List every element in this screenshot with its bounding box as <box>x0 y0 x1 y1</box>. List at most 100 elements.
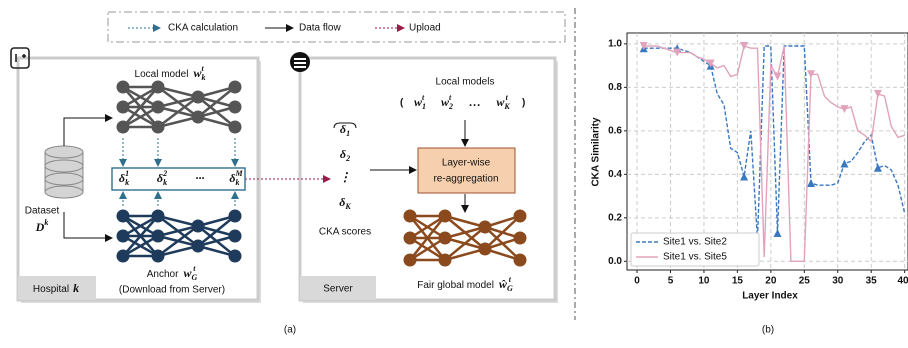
caption: (b) <box>762 325 774 336</box>
net-node <box>152 81 165 94</box>
label-math: k <box>73 281 79 295</box>
net-node <box>514 210 527 223</box>
database-icon <box>45 146 83 198</box>
net-node <box>117 121 130 134</box>
bracket: ) <box>522 98 525 109</box>
net-node <box>117 81 130 94</box>
net-node <box>439 210 452 223</box>
math-sup: 1 <box>125 169 129 178</box>
label-text: Fair global model <box>417 280 494 291</box>
math-sup: 2 <box>162 169 167 178</box>
net-node <box>514 232 527 245</box>
aggregation-box <box>418 148 515 193</box>
math-text: … <box>469 95 481 109</box>
math-text: ··· <box>196 171 205 185</box>
cka-delta: δk1​ <box>119 169 129 187</box>
math-sup: M <box>235 169 244 178</box>
y-tick-label: 0.6 <box>608 125 622 136</box>
net-node <box>229 121 242 134</box>
x-tick-label: 40 <box>897 276 908 287</box>
math-sub: k <box>163 178 167 187</box>
math-base: D <box>35 220 45 234</box>
x-tick-label: 10 <box>698 276 710 287</box>
net-node <box>229 210 242 223</box>
net-node <box>152 230 165 243</box>
y-tick-label: 0.2 <box>608 212 622 223</box>
cka-row <box>112 168 245 190</box>
net-node <box>514 254 527 267</box>
math-sub: G <box>191 273 197 282</box>
y-tick-label: 0.4 <box>608 169 622 180</box>
caption: (a) <box>284 325 296 336</box>
y-axis-label: CKA Similarity <box>591 117 602 187</box>
math-sub: 2 <box>345 154 350 163</box>
math-sub: k <box>125 178 129 187</box>
local-models-label: Local models <box>436 77 495 88</box>
net-node <box>439 232 452 245</box>
net-node <box>404 254 417 267</box>
download-label: (Download from Server) <box>119 285 225 296</box>
net-node <box>404 232 417 245</box>
net-node <box>479 243 492 256</box>
legend-label: Site1 vs. Site2 <box>663 237 727 248</box>
net-node <box>229 81 242 94</box>
label-text: Local model <box>135 69 189 80</box>
cka-scores-label: CKA scores <box>319 227 371 238</box>
x-tick-label: 0 <box>634 276 640 287</box>
math-text: ⋮ <box>339 170 351 184</box>
x-axis-label: Layer Index <box>742 291 798 302</box>
cka-delta: ··· <box>196 171 205 185</box>
x-tick-label: 25 <box>799 276 811 287</box>
x-tick-label: 20 <box>765 276 777 287</box>
model-weight: … <box>469 95 481 109</box>
y-tick-label: 1.0 <box>608 39 622 50</box>
model-weight: w2t​ <box>441 93 453 111</box>
net-node <box>229 230 242 243</box>
net-node <box>152 101 165 114</box>
math-sub: G <box>507 284 513 293</box>
server-label: Server <box>323 284 353 295</box>
x-tick-label: 30 <box>832 276 844 287</box>
net-node <box>404 210 417 223</box>
cka-delta: δk2​ <box>157 169 167 187</box>
net-node <box>192 240 205 253</box>
cka-score: ⋮ <box>339 170 351 184</box>
y-tick-label: 0.8 <box>608 82 622 93</box>
figure: CKA calculation Data flow Upload Local m… <box>0 0 908 343</box>
math-sub: 1 <box>346 129 350 138</box>
legend-label: Upload <box>409 23 441 34</box>
net-node <box>117 230 130 243</box>
x-tick-label: 5 <box>668 276 674 287</box>
net-node <box>152 250 165 263</box>
legend-label: Data flow <box>299 23 341 34</box>
legend-label: Site1 vs. Site5 <box>663 252 727 263</box>
math-base: k <box>73 281 79 295</box>
aggregation-label: re-aggregation <box>433 174 498 185</box>
math-sub: K <box>503 102 510 111</box>
net-node <box>152 210 165 223</box>
net-node <box>192 91 205 104</box>
math-base: ŵ <box>498 277 507 291</box>
model-weight: w1t​ <box>414 93 426 111</box>
net-node <box>152 121 165 134</box>
label-math: wkt​ <box>193 64 205 82</box>
net-node <box>229 250 242 263</box>
net-node <box>192 111 205 124</box>
x-tick-label: 35 <box>866 276 878 287</box>
label-math: wGt​ <box>183 264 197 282</box>
dataset-label: Dataset <box>25 206 60 217</box>
x-tick-label: 15 <box>732 276 744 287</box>
net-node <box>117 101 130 114</box>
label-text: Anchor <box>147 269 179 280</box>
net-node <box>439 254 452 267</box>
net-node <box>192 220 205 233</box>
math-sub: k <box>236 178 240 187</box>
hospital-label: Hospital k <box>33 281 79 295</box>
legend-label: CKA calculation <box>168 23 238 34</box>
net-node <box>229 101 242 114</box>
math-sub: k <box>201 73 205 82</box>
label-text: Hospital <box>33 284 69 295</box>
aggregation-label: Layer-wise <box>442 158 491 169</box>
cloud-icon <box>290 52 310 72</box>
net-node <box>117 250 130 263</box>
